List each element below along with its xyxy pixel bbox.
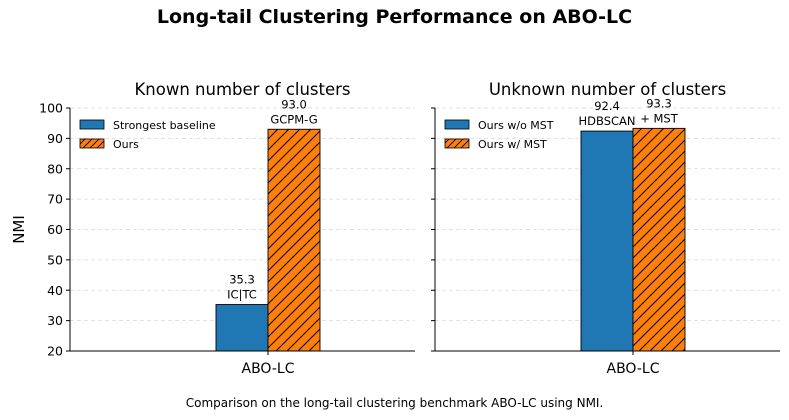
y-tick-label: 80 — [47, 161, 63, 176]
bar-data-label: 93.3 — [646, 96, 672, 110]
bar-data-label: 35.3 — [229, 273, 255, 287]
bar-data-label: IC|TC — [227, 288, 257, 302]
bar-ours-w-mst — [632, 127, 686, 352]
x-tick-label: ABO-LC — [607, 361, 660, 377]
bar-strongest-baseline — [215, 304, 269, 352]
figure-title: Long-tail Clustering Performance on ABO-… — [156, 6, 633, 28]
bar-data-label: GCPM-G — [270, 112, 317, 126]
legend-swatch — [79, 138, 105, 149]
bar-ours — [267, 128, 321, 352]
legend-swatch — [79, 119, 105, 130]
bar-data-label: + MST — [640, 111, 679, 125]
subplot-title: Known number of clusters — [134, 80, 350, 99]
subplot-title: Unknown number of clusters — [489, 80, 726, 99]
y-tick-label: 60 — [47, 222, 63, 237]
legend-label: Ours w/ MST — [478, 138, 547, 151]
bar-data-label: 92.4 — [594, 99, 620, 113]
legend-label: Ours — [113, 138, 139, 151]
y-tick-label: 30 — [47, 313, 63, 328]
y-tick-label: 20 — [47, 344, 63, 359]
bar-data-label: 93.0 — [281, 97, 307, 111]
y-axis-label: NMI — [10, 215, 28, 244]
legend-label: Ours w/o MST — [478, 119, 554, 132]
legend-swatch — [444, 119, 470, 130]
x-tick-label: ABO-LC — [242, 361, 295, 377]
y-tick-label: 70 — [47, 192, 63, 207]
legend-label: Strongest baseline — [113, 119, 216, 132]
y-tick-label: 40 — [47, 283, 63, 298]
y-tick-label: 50 — [47, 252, 63, 267]
bar-ours-w-o-mst — [580, 130, 634, 352]
figure-caption: Comparison on the long-tail clustering b… — [185, 396, 604, 410]
legend-swatch — [444, 138, 470, 149]
y-tick-label: 90 — [47, 131, 63, 146]
y-tick-label: 100 — [39, 101, 63, 116]
bar-data-label: HDBSCAN — [579, 114, 636, 128]
